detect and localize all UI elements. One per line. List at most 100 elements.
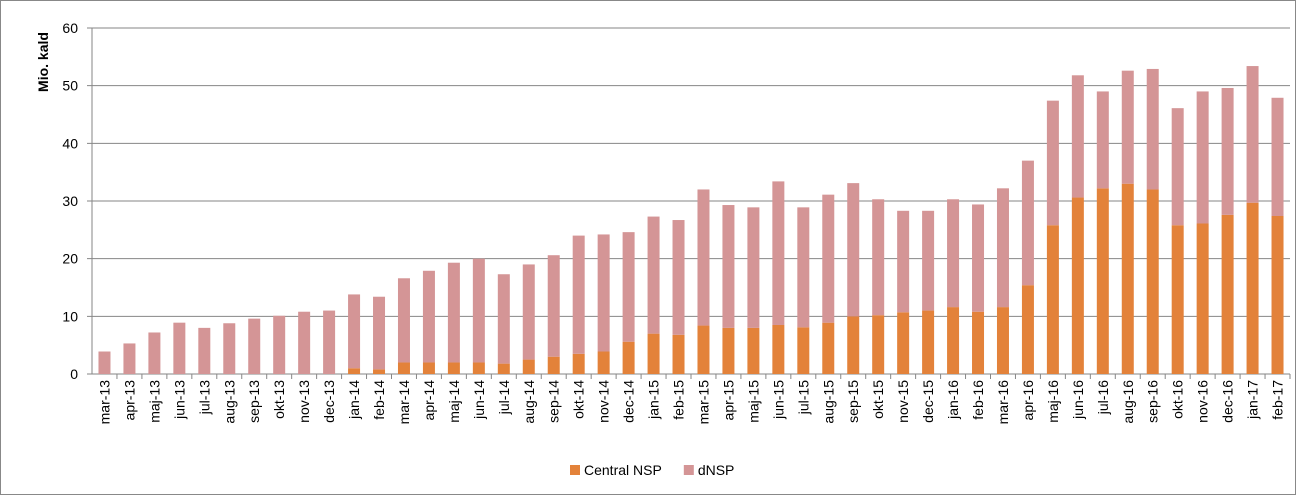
x-tick-label: jul-14 (496, 380, 512, 415)
bar-segment (298, 311, 311, 374)
bar-segment (672, 334, 685, 374)
x-tick-label: sep-16 (1145, 380, 1161, 423)
bar-segment (123, 343, 136, 374)
y-axis-title: Mio. kald (35, 32, 51, 92)
bar-segment (148, 332, 161, 374)
bar-segment (597, 234, 610, 352)
bar-segment (173, 322, 186, 374)
x-tick-label: feb-16 (970, 380, 986, 420)
y-tick-label: 0 (70, 366, 78, 382)
x-tick-label: okt-14 (571, 380, 587, 419)
bar-segment (872, 315, 885, 374)
bar-segment (947, 307, 960, 374)
x-tick-label: apr-13 (121, 380, 137, 421)
bar-segment (1071, 197, 1084, 374)
bar-segment (1096, 91, 1109, 189)
legend-label: dNSP (698, 462, 735, 478)
x-tick-label: mar-16 (995, 380, 1011, 425)
bar-segment (822, 322, 835, 374)
bar-segment (797, 207, 810, 328)
x-tick-label: okt-15 (870, 380, 886, 419)
bar-segment (198, 327, 211, 374)
x-tick-label: nov-16 (1195, 380, 1211, 423)
bar-segment (572, 235, 585, 354)
bar-segment (822, 194, 835, 323)
bar-segment (1046, 225, 1059, 374)
x-tick-label: dec-15 (920, 380, 936, 423)
bar-segment (722, 327, 735, 374)
bar-segment (747, 207, 760, 328)
x-tick-label: aug-15 (820, 380, 836, 424)
bar-segment (622, 341, 635, 374)
bar-segment (847, 183, 860, 317)
x-tick-label: jun-15 (770, 380, 786, 420)
x-tick-label: jul-15 (795, 380, 811, 415)
x-tick-label: nov-14 (596, 380, 612, 423)
x-tick-label: okt-16 (1170, 380, 1186, 419)
bar-segment (747, 327, 760, 374)
bar-segment (1221, 214, 1234, 374)
bar-segment (1246, 202, 1259, 374)
bar-segment (373, 369, 386, 374)
bar-segment (497, 274, 510, 364)
bar-segment (472, 258, 485, 363)
bar-segment (622, 232, 635, 342)
bar-segment (223, 323, 236, 374)
bar-segment (1021, 160, 1034, 286)
bar-segment (1271, 97, 1284, 216)
bar-segment (572, 353, 585, 374)
bar-segment (323, 310, 336, 374)
x-tick-label: mar-13 (96, 380, 112, 425)
x-tick-label: jul-13 (196, 380, 212, 415)
bar-segment (922, 310, 935, 374)
bar-segment (348, 294, 361, 369)
bar-segment (1046, 100, 1059, 226)
x-tick-label: jan-16 (945, 380, 961, 420)
x-tick-label: aug-14 (521, 380, 537, 424)
bar-segment (922, 210, 935, 311)
bar-segment (522, 359, 535, 374)
x-tick-label: mar-15 (695, 380, 711, 425)
x-tick-label: aug-16 (1120, 380, 1136, 424)
bar-segment (1246, 66, 1259, 203)
x-tick-label: apr-15 (720, 380, 736, 421)
y-tick-label: 60 (62, 20, 78, 36)
bar-segment (547, 255, 560, 357)
bar-segment (1121, 183, 1134, 374)
bar-segment (1021, 285, 1034, 374)
bar-segment (897, 210, 910, 313)
bar-segment (996, 188, 1009, 308)
bar-segment (697, 325, 710, 374)
bar-segment (273, 315, 286, 374)
bar-segment (772, 324, 785, 374)
bar-segment (647, 333, 660, 374)
x-tick-label: nov-13 (296, 380, 312, 423)
x-tick-label: maj-14 (446, 380, 462, 423)
x-tick-label: feb-14 (371, 380, 387, 420)
bar-segment (472, 362, 485, 374)
x-tick-label: aug-13 (221, 380, 237, 424)
bar-segment (522, 264, 535, 360)
y-tick-label: 20 (62, 251, 78, 267)
bar-segment (972, 204, 985, 312)
y-tick-label: 10 (62, 308, 78, 324)
bar-segment (447, 262, 460, 363)
bar-segment (996, 307, 1009, 374)
y-tick-label: 40 (62, 135, 78, 151)
x-tick-label: jun-16 (1070, 380, 1086, 420)
x-tick-label: nov-15 (895, 380, 911, 423)
bar-segment (1071, 75, 1084, 198)
x-tick-label: dec-16 (1220, 380, 1236, 423)
x-tick-label: maj-15 (745, 380, 761, 423)
bar-segment (722, 205, 735, 328)
x-tick-label: maj-13 (146, 380, 162, 423)
bar-segment (1146, 189, 1159, 374)
bar-segment (947, 199, 960, 308)
bar-segment (1171, 225, 1184, 374)
legend-swatch (683, 465, 694, 475)
bar-segment (422, 270, 435, 363)
x-tick-label: jul-16 (1095, 380, 1111, 415)
bar-segment (1196, 223, 1209, 374)
bar-segment (647, 216, 660, 334)
